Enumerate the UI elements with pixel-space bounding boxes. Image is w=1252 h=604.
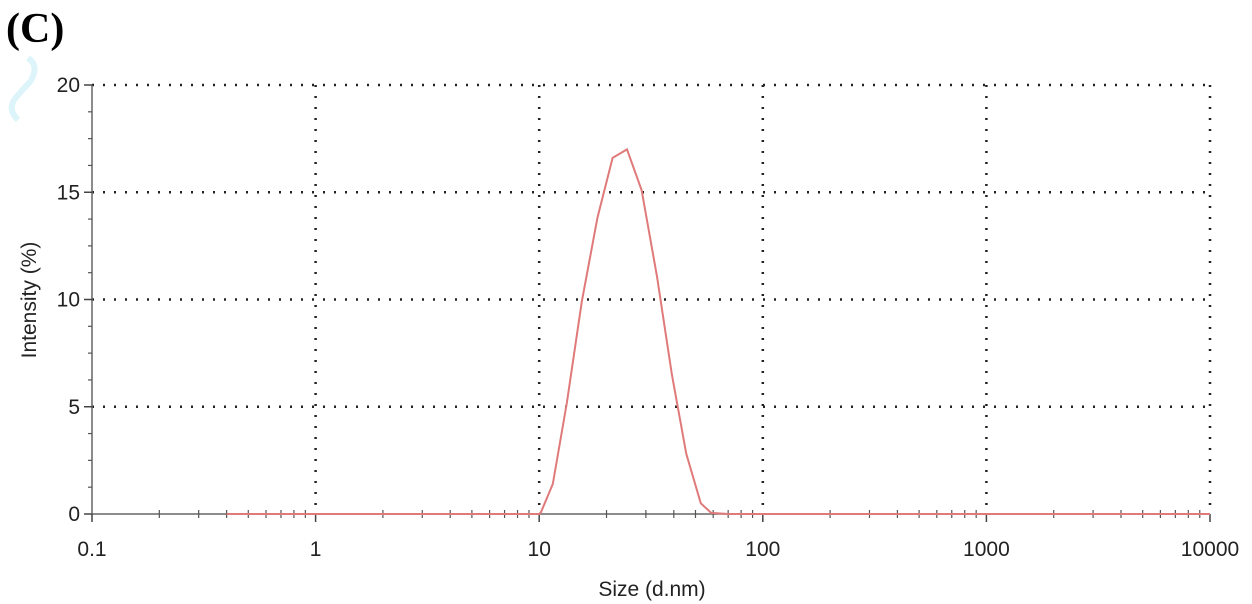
x-tick-label: 0.1: [77, 538, 106, 561]
x-tick-label: 10: [528, 538, 551, 561]
y-tick-label: 10: [57, 289, 80, 312]
x-axis-title: Size (d.nm): [598, 578, 705, 601]
y-axis-title: Intensity (%): [18, 242, 41, 359]
watermark-mark: [8, 55, 38, 123]
y-tick-label: 20: [57, 74, 80, 97]
y-tick-label: 15: [57, 181, 80, 204]
x-tick-label: 100: [745, 538, 780, 561]
x-tick-label: 1000: [963, 538, 1010, 561]
x-tick-label: 10000: [1181, 538, 1239, 561]
panel-label: (C): [6, 6, 65, 52]
y-tick-label: 5: [68, 396, 80, 419]
intensity-series-line: [226, 147, 1210, 515]
x-tick-label: 1: [310, 538, 322, 561]
y-tick-label: 0: [68, 503, 80, 526]
